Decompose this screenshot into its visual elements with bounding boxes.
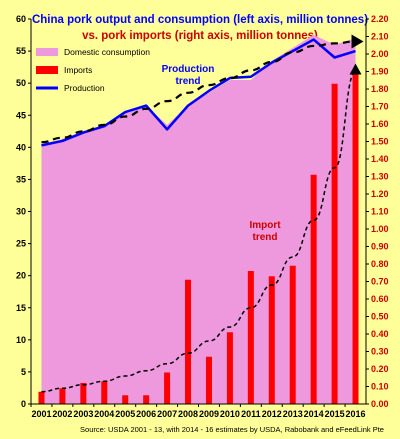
import-bar-2005	[122, 395, 129, 404]
x-tick-label-2006: 2006	[136, 409, 156, 419]
import-bar-2001	[38, 391, 45, 404]
x-tick-label-2014: 2014	[304, 409, 324, 419]
annotation-production-trend: Production	[162, 64, 215, 75]
right-tick-label: 2.00	[371, 49, 389, 59]
left-tick-label: 5	[21, 367, 26, 377]
left-tick-label: 60	[16, 14, 26, 24]
left-tick-label: 45	[16, 110, 26, 120]
x-tick-label-2001: 2001	[31, 409, 51, 419]
right-tick-label: 1.50	[371, 137, 389, 147]
legend-swatch-consumption	[36, 48, 58, 56]
chart-subtitle: vs. pork imports (right axis, million to…	[82, 30, 318, 42]
import-trend-arrowhead	[349, 63, 362, 75]
x-tick-label-2012: 2012	[262, 409, 282, 419]
legend-swatch-imports	[36, 66, 58, 74]
import-bar-2009	[205, 356, 212, 404]
legend-label: Domestic consumption	[64, 47, 150, 57]
left-tick-label: 40	[16, 142, 26, 152]
production-trend-arrowhead	[351, 34, 364, 49]
right-tick-label: 1.60	[371, 119, 389, 129]
x-tick-label-2004: 2004	[94, 409, 114, 419]
left-tick-label: 35	[16, 174, 26, 184]
left-tick-label: 25	[16, 239, 26, 249]
left-tick-label: 10	[16, 335, 26, 345]
right-tick-label: 1.40	[371, 154, 389, 164]
import-bar-2004	[101, 381, 108, 404]
x-tick-label-2007: 2007	[157, 409, 177, 419]
import-bar-2006	[143, 395, 150, 404]
import-bar-2016	[352, 71, 359, 404]
import-bar-2010	[226, 332, 233, 404]
right-tick-label: 2.10	[371, 32, 389, 42]
left-tick-label: 30	[16, 207, 26, 217]
import-bar-2008	[185, 279, 192, 404]
import-bar-2013	[289, 265, 296, 404]
right-tick-label: 1.80	[371, 84, 389, 94]
right-tick-label: 1.70	[371, 102, 389, 112]
right-tick-label: 0.10	[371, 382, 389, 392]
production-trend-line	[41, 40, 356, 144]
right-tick-label: 0.90	[371, 242, 389, 252]
x-tick-label-2015: 2015	[325, 409, 345, 419]
left-tick-label: 20	[16, 271, 26, 281]
right-tick-label: 0.60	[371, 294, 389, 304]
import-bar-2003	[80, 383, 87, 404]
legend: Domestic consumption Imports Production	[36, 47, 150, 93]
right-tick-label: 1.00	[371, 224, 389, 234]
right-tick-label: 0.20	[371, 364, 389, 374]
x-tick-label-2013: 2013	[283, 409, 303, 419]
x-tick-label-2008: 2008	[178, 409, 198, 419]
right-tick-label: 0.00	[371, 399, 389, 409]
x-tick-label-2009: 2009	[199, 409, 219, 419]
right-tick-label: 1.10	[371, 207, 389, 217]
annotation-import-trend: trend	[253, 232, 278, 243]
import-bar-2014	[310, 174, 317, 404]
right-tick-label: 0.30	[371, 347, 389, 357]
consumption-area	[41, 35, 356, 405]
annotation-import-trend: Import	[249, 220, 281, 231]
left-tick-label: 15	[16, 303, 26, 313]
right-tick-label: 0.40	[371, 329, 389, 339]
left-tick-label: 50	[16, 78, 26, 88]
left-tick-label: 55	[16, 46, 26, 56]
plot-area: ProductiontrendImporttrend05101520253035…	[16, 14, 389, 419]
x-tick-label-2003: 2003	[73, 409, 93, 419]
left-tick-label: 0	[21, 399, 26, 409]
source-note: Source: USDA 2001 - 13, with 2014 - 16 e…	[80, 425, 384, 434]
right-tick-label: 2.20	[371, 14, 389, 24]
right-tick-label: 1.30	[371, 172, 389, 182]
legend-label: Imports	[64, 65, 92, 75]
import-bar-2007	[164, 372, 171, 404]
import-bar-2015	[331, 83, 338, 404]
x-tick-label-2002: 2002	[52, 409, 72, 419]
right-tick-label: 0.80	[371, 259, 389, 269]
x-tick-label-2010: 2010	[220, 409, 240, 419]
legend-label: Production	[64, 83, 105, 93]
import-bar-2011	[247, 271, 254, 404]
import-bar-2012	[268, 276, 275, 404]
import-trend-line	[41, 70, 357, 393]
import-bar-2002	[59, 388, 66, 404]
x-tick-label-2011: 2011	[241, 409, 261, 419]
annotation-production-trend: trend	[176, 76, 201, 87]
right-tick-label: 0.50	[371, 312, 389, 322]
chart-title: China pork output and consumption (left …	[32, 14, 368, 26]
right-tick-label: 0.70	[371, 277, 389, 287]
right-tick-label: 1.90	[371, 67, 389, 77]
x-tick-label-2016: 2016	[346, 409, 366, 419]
right-tick-label: 1.20	[371, 189, 389, 199]
x-tick-label-2005: 2005	[115, 409, 135, 419]
